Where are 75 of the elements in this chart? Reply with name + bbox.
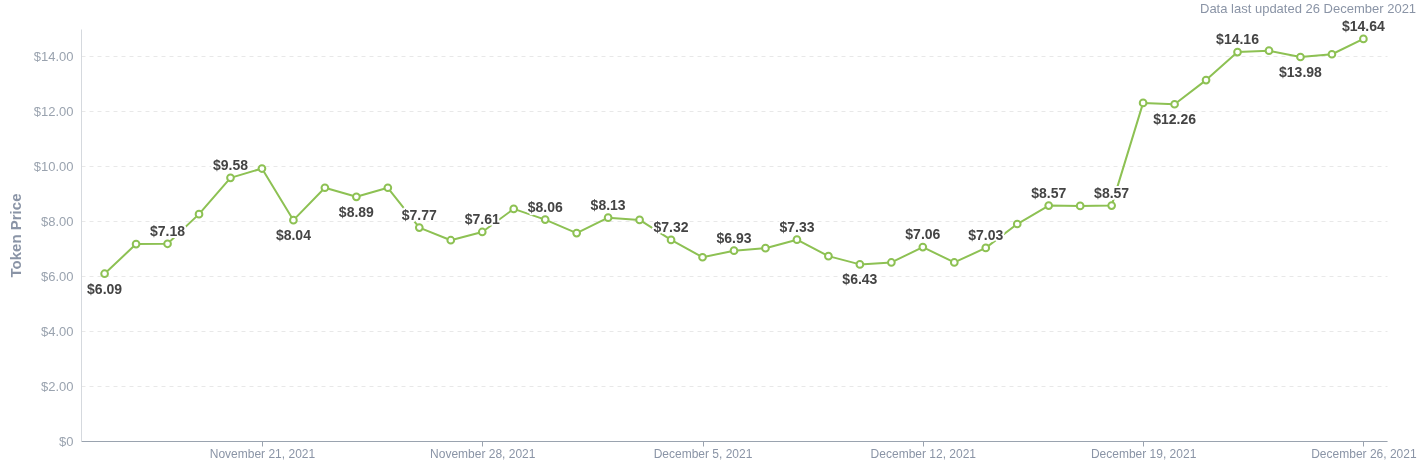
data-label: $9.58 xyxy=(212,156,249,173)
point xyxy=(603,213,613,223)
point xyxy=(226,173,235,183)
y-tick-label: $8.00 xyxy=(40,213,74,229)
point xyxy=(635,215,644,225)
point xyxy=(1044,201,1054,210)
point xyxy=(1264,46,1274,56)
data-label: $8.89 xyxy=(338,203,375,220)
y-axis-title: Token Price xyxy=(6,193,24,278)
data-label: $7.61 xyxy=(464,210,500,227)
point xyxy=(666,235,676,245)
text: Data last updated 26 December 2021 xyxy=(1200,0,1417,16)
point xyxy=(446,235,456,245)
data-label: $8.06 xyxy=(527,198,563,215)
point xyxy=(855,260,865,269)
data-label: $12.26 xyxy=(1153,111,1197,128)
x-tick-label: December 5, 2021 xyxy=(653,446,753,461)
point xyxy=(949,258,959,267)
point xyxy=(540,215,550,224)
data-label: $6.09 xyxy=(87,280,123,297)
data-label: $7.06 xyxy=(905,226,941,243)
point xyxy=(163,239,172,249)
point xyxy=(509,204,519,214)
data-label: $7.32 xyxy=(653,218,689,235)
point xyxy=(352,192,361,202)
point xyxy=(383,183,393,193)
point xyxy=(257,164,267,173)
y-tick-label: $0 xyxy=(59,433,74,449)
data-label: $13.98 xyxy=(1279,64,1323,81)
point xyxy=(572,228,581,238)
point xyxy=(981,243,991,253)
point xyxy=(1359,34,1368,44)
point xyxy=(918,242,928,252)
point xyxy=(289,215,298,225)
x-tick-label: November 28, 2021 xyxy=(430,446,536,461)
point xyxy=(792,235,802,245)
point xyxy=(1201,75,1211,85)
x-tick-label: December 12, 2021 xyxy=(870,446,977,461)
point xyxy=(1170,99,1179,109)
point xyxy=(1138,98,1148,108)
y-tick-label: $6.00 xyxy=(40,268,74,284)
data-label: $14.64 xyxy=(1341,17,1386,34)
y-tick-label: $12.00 xyxy=(33,103,74,119)
data-label: $8.57 xyxy=(1031,184,1067,201)
y-tick-label: $4.00 xyxy=(40,323,74,339)
point xyxy=(1296,52,1305,62)
x-tick-label: December 19, 2021 xyxy=(1090,446,1197,461)
data-label: $8.13 xyxy=(590,196,626,213)
data-label: $6.43 xyxy=(842,271,878,288)
point xyxy=(824,251,833,261)
point xyxy=(1107,201,1116,210)
point xyxy=(1075,201,1085,211)
data-label: $8.04 xyxy=(275,227,312,244)
data-label: $7.33 xyxy=(779,218,815,235)
point xyxy=(1012,219,1022,229)
point xyxy=(729,246,739,255)
data-label: $6.93 xyxy=(716,229,752,246)
point xyxy=(477,227,487,237)
x-tick-label: December 26, 2021 xyxy=(1311,446,1417,461)
y-tick-label: $10.00 xyxy=(33,158,74,174)
point xyxy=(1327,49,1337,59)
point xyxy=(761,243,770,253)
point xyxy=(194,209,204,219)
point xyxy=(1233,47,1242,57)
point xyxy=(131,239,141,249)
point xyxy=(414,223,424,232)
data-label: $7.03 xyxy=(968,226,1004,243)
y-tick-label: $2.00 xyxy=(40,378,74,394)
data-label: $14.16 xyxy=(1216,31,1260,48)
point xyxy=(887,258,896,267)
point xyxy=(698,252,707,262)
point xyxy=(100,269,109,279)
point xyxy=(320,183,330,193)
y-tick-label: $14.00 xyxy=(33,48,74,64)
x-tick-label: November 21, 2021 xyxy=(209,446,316,461)
